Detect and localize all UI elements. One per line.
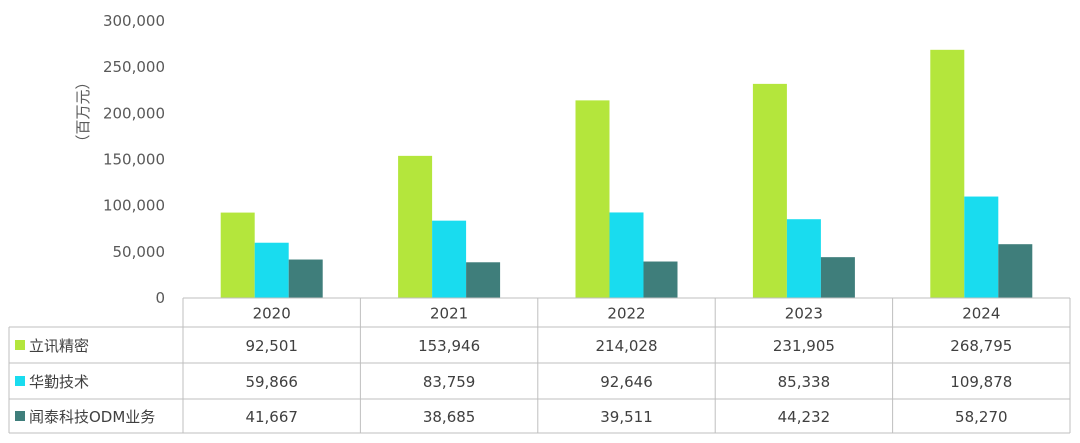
x-tick-label: 2020 <box>253 305 291 323</box>
y-tick-label: 150,000 <box>103 151 165 169</box>
data-label: 214,028 <box>595 337 657 355</box>
data-label: 231,905 <box>773 337 835 355</box>
bar <box>998 244 1033 298</box>
x-tick-label: 2024 <box>962 305 1000 323</box>
legend-swatch <box>15 411 25 421</box>
bar <box>220 212 255 298</box>
data-label: 109,878 <box>950 373 1012 391</box>
bar <box>398 155 433 298</box>
y-tick-label: 200,000 <box>103 104 165 122</box>
y-axis-label: （百万元） <box>74 74 92 149</box>
legend-label: 闻泰科技ODM业务 <box>29 408 155 426</box>
x-tick-label: 2023 <box>785 305 823 323</box>
bar <box>786 219 821 298</box>
bar <box>820 257 855 298</box>
legend-swatch <box>15 340 25 350</box>
y-tick-label: 0 <box>155 289 165 307</box>
bar <box>254 242 289 298</box>
legend-label: 立讯精密 <box>29 337 89 355</box>
data-label: 38,685 <box>423 408 476 426</box>
bar <box>643 261 678 298</box>
data-label: 41,667 <box>245 408 298 426</box>
y-tick-label: 100,000 <box>103 197 165 215</box>
y-axis-ticks: 0 50,000 100,000 150,000 200,000 250,000 300,0… <box>103 12 165 307</box>
data-label: 92,646 <box>600 373 653 391</box>
y-tick-label: 250,000 <box>103 58 165 76</box>
data-label: 59,866 <box>245 373 298 391</box>
data-label: 83,759 <box>423 373 476 391</box>
data-label: 92,501 <box>245 337 298 355</box>
y-tick-label: 50,000 <box>113 243 166 261</box>
bar <box>466 262 501 298</box>
data-label: 39,511 <box>600 408 653 426</box>
data-label: 44,232 <box>778 408 831 426</box>
bar <box>575 100 610 298</box>
y-tick-label: 300,000 <box>103 12 165 30</box>
bar <box>930 49 965 298</box>
x-tick-label: 2022 <box>607 305 645 323</box>
bars <box>220 49 1033 298</box>
bar <box>432 220 467 298</box>
legend-swatch <box>15 376 25 386</box>
bar <box>609 212 644 298</box>
data-table: 2020 2021 2022 2023 2024 立讯精密 92,501 153,946 214… <box>8 297 1071 434</box>
data-label: 58,270 <box>955 408 1008 426</box>
x-tick-label: 2021 <box>430 305 468 323</box>
data-label: 153,946 <box>418 337 480 355</box>
bar <box>752 83 787 298</box>
data-label: 268,795 <box>950 337 1012 355</box>
legend-label: 华勤技术 <box>29 373 89 391</box>
bar <box>288 259 323 298</box>
bar <box>964 196 999 298</box>
data-label: 85,338 <box>778 373 831 391</box>
